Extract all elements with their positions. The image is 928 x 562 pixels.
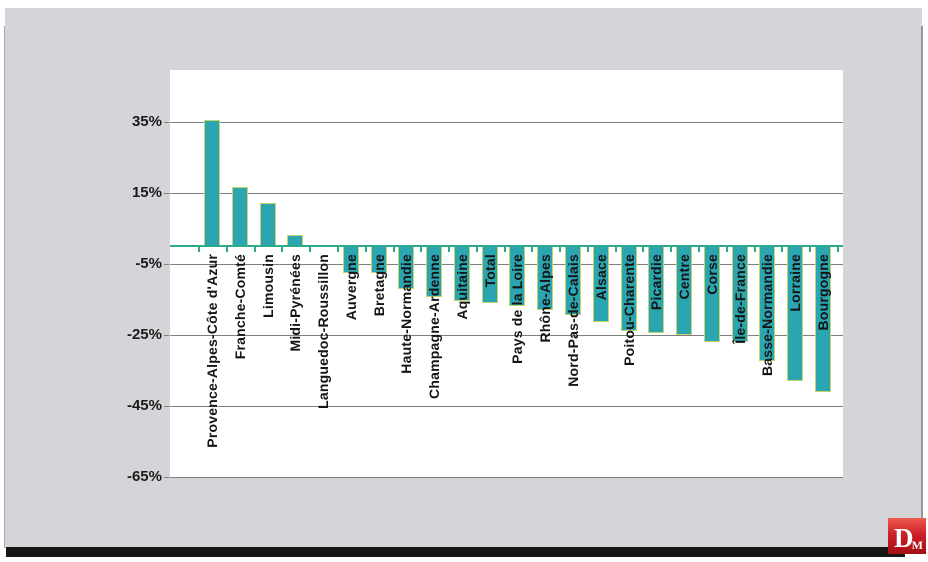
card-right-edge: [921, 26, 923, 548]
category-label: Alsace: [593, 254, 609, 301]
category-label: Franche-Comté: [232, 254, 248, 360]
bar: [204, 120, 220, 246]
bar: [232, 187, 248, 246]
y-tick-mark: [164, 192, 169, 194]
y-tick-mark: [164, 405, 169, 407]
x-tick-mark: [309, 247, 311, 252]
gridline: [170, 193, 843, 194]
y-tick-label: 15%: [131, 183, 162, 201]
category-label: Bourgogne: [815, 254, 831, 331]
bar: [260, 203, 276, 246]
category-label: Provence-Alpes-Côte d'Azur: [204, 254, 220, 448]
x-tick-mark: [365, 247, 367, 252]
category-label: Île-de-France: [732, 254, 748, 344]
y-tick-label: -45%: [126, 396, 162, 414]
chart-card: Provence-Alpes-Côte d'Azur Franche-Comté L…: [5, 8, 922, 548]
x-tick-mark: [670, 247, 672, 252]
category-label: Picardie: [648, 254, 664, 311]
x-tick-mark: [809, 247, 811, 252]
x-tick-mark: [781, 247, 783, 252]
category-label: Bretagne: [371, 254, 387, 317]
category-label: Rhône-Alpes: [537, 254, 553, 343]
x-tick-mark: [642, 247, 644, 252]
category-label: Corse: [704, 254, 720, 295]
plot-area: Provence-Alpes-Côte d'Azur Franche-Comté L…: [170, 70, 843, 478]
bottom-shadow-bar: [6, 547, 905, 557]
y-tick-label: -65%: [126, 467, 162, 485]
category-label: Lorraine: [787, 254, 803, 312]
x-tick-mark: [476, 247, 478, 252]
category-label: Champagne-Ardenne: [426, 254, 442, 399]
x-tick-mark: [726, 247, 728, 252]
y-tick-label: -5%: [135, 254, 162, 272]
category-label: Pays de la Loire: [509, 254, 525, 364]
category-label: Nord-Pas-de-Calais: [565, 254, 581, 387]
x-tick-mark: [531, 247, 533, 252]
x-tick-mark: [198, 247, 200, 252]
x-tick-mark: [337, 247, 339, 252]
gridline: [170, 335, 843, 336]
depeche-du-midi-logo: D M: [888, 518, 926, 554]
x-tick-mark: [281, 247, 283, 252]
x-tick-mark: [226, 247, 228, 252]
y-tick-label: 35%: [131, 112, 162, 130]
x-tick-mark: [448, 247, 450, 252]
y-tick-mark: [164, 121, 169, 123]
y-tick-mark: [164, 263, 169, 265]
x-tick-mark: [559, 247, 561, 252]
category-label: Centre: [676, 254, 692, 300]
category-label: Auvergne: [343, 254, 359, 321]
logo-letter-m: M: [911, 538, 923, 552]
gridline: [170, 264, 843, 265]
category-label: Languedoc-Roussillon: [315, 254, 331, 409]
logo-letter-d: D: [894, 523, 914, 553]
gridline: [170, 477, 843, 478]
x-tick-mark: [754, 247, 756, 252]
x-tick-mark: [587, 247, 589, 252]
gridline: [170, 122, 843, 123]
category-label: Limousin: [260, 254, 276, 318]
category-label: Aquitaine: [454, 254, 470, 320]
x-tick-mark: [420, 247, 422, 252]
category-label: Poitou-Charente: [621, 254, 637, 366]
zero-axis-line: [170, 245, 843, 247]
y-tick-mark: [164, 476, 169, 478]
category-label: Basse-Normandie: [759, 254, 775, 377]
x-tick-mark: [254, 247, 256, 252]
x-tick-mark: [615, 247, 617, 252]
card-left-edge: [4, 26, 5, 548]
y-tick-label: -25%: [126, 325, 162, 343]
y-tick-mark: [164, 334, 169, 336]
category-label: Haute-Normandie: [398, 254, 414, 374]
x-tick-mark: [837, 247, 839, 252]
x-tick-mark: [698, 247, 700, 252]
x-tick-mark: [504, 247, 506, 252]
category-label: Midi-Pyrénées: [287, 254, 303, 352]
x-tick-mark: [393, 247, 395, 252]
category-label: Total: [482, 254, 498, 288]
gridline: [170, 406, 843, 407]
